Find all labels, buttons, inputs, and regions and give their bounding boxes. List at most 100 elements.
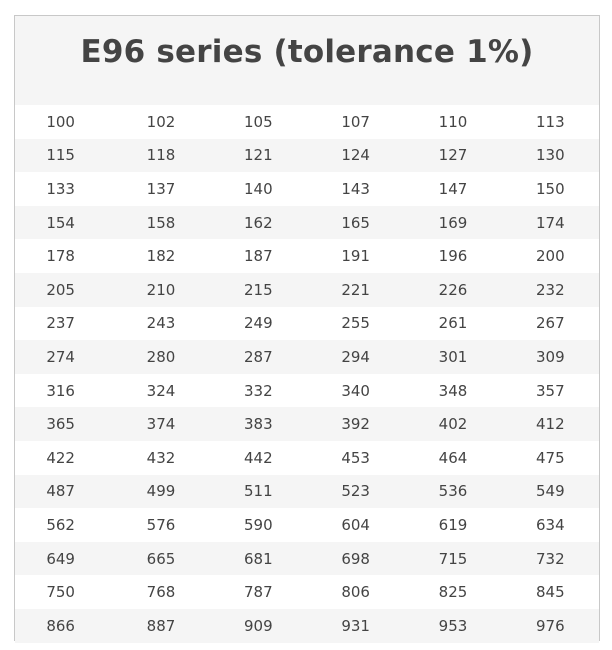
table-row: 154 158 162 165 169 174 bbox=[15, 205, 599, 240]
table-cell: 464 bbox=[438, 448, 468, 467]
table-cell: 348 bbox=[438, 381, 468, 400]
table-cell: 634 bbox=[536, 515, 565, 534]
table-cell: 332 bbox=[244, 381, 273, 400]
table-cell: 698 bbox=[306, 541, 405, 576]
table-cell: 143 bbox=[341, 179, 370, 198]
table-cell: 178 bbox=[46, 247, 75, 266]
table-row: 365 374 383 392 402 412 bbox=[15, 407, 599, 441]
table-cell: 280 bbox=[112, 340, 210, 374]
table-cell: 105 bbox=[244, 112, 273, 131]
table-cell: 931 bbox=[306, 608, 405, 643]
table-cell: 237 bbox=[46, 314, 75, 333]
table-cell: 536 bbox=[404, 474, 502, 509]
table-cell: 243 bbox=[146, 314, 176, 333]
table-cell: 200 bbox=[536, 247, 565, 266]
table-row: 178 182 187 191 196 200 bbox=[15, 239, 599, 273]
table-cell: 162 bbox=[209, 205, 307, 240]
table-cell: 604 bbox=[341, 515, 370, 534]
table-cell: 392 bbox=[306, 407, 405, 441]
table-cell: 453 bbox=[341, 448, 370, 467]
table-cell: 124 bbox=[306, 138, 405, 173]
table-cell: 147 bbox=[438, 179, 468, 198]
table-row: 562 576 590 604 619 634 bbox=[15, 508, 599, 542]
table-cell: 909 bbox=[209, 608, 307, 643]
table-cell: 232 bbox=[501, 272, 599, 307]
table-cell: 523 bbox=[306, 474, 405, 509]
table-cell: 137 bbox=[146, 179, 176, 198]
table-cell: 261 bbox=[438, 314, 468, 333]
table-cell: 249 bbox=[244, 314, 273, 333]
table-cell: 182 bbox=[146, 247, 176, 266]
table-cell: 100 bbox=[46, 112, 75, 131]
table-cell: 205 bbox=[15, 272, 113, 307]
table-cell: 487 bbox=[15, 474, 113, 509]
table-cell: 357 bbox=[536, 381, 565, 400]
table-cell: 499 bbox=[112, 474, 210, 509]
table-cell: 130 bbox=[501, 138, 599, 173]
table-cell: 845 bbox=[536, 583, 565, 602]
table-row: 100 102 105 107 110 113 bbox=[15, 105, 599, 139]
table-cell: 576 bbox=[146, 515, 176, 534]
table-cell: 187 bbox=[244, 247, 273, 266]
table-cell: 127 bbox=[404, 138, 502, 173]
table-cell: 365 bbox=[15, 407, 113, 441]
table-row: 487 499 511 523 536 549 bbox=[15, 474, 599, 509]
table-cell: 324 bbox=[146, 381, 176, 400]
table-cell: 422 bbox=[46, 448, 75, 467]
table-cell: 649 bbox=[15, 541, 113, 576]
table-cell: 133 bbox=[46, 179, 75, 198]
table-cell: 825 bbox=[438, 583, 468, 602]
table-cell: 511 bbox=[209, 474, 307, 509]
table-row: 274 280 287 294 301 309 bbox=[15, 340, 599, 374]
table-cell: 110 bbox=[438, 112, 468, 131]
table-cell: 121 bbox=[209, 138, 307, 173]
table-cell: 255 bbox=[341, 314, 370, 333]
table-cell: 140 bbox=[244, 179, 273, 198]
table-row: 237 243 249 255 261 267 bbox=[15, 307, 599, 341]
table-cell: 150 bbox=[536, 179, 565, 198]
table-cell: 118 bbox=[112, 138, 210, 173]
table-cell: 475 bbox=[536, 448, 565, 467]
table-cell: 976 bbox=[501, 608, 599, 643]
table-cell: 549 bbox=[501, 474, 599, 509]
table-cell: 806 bbox=[341, 583, 370, 602]
table-cell: 215 bbox=[209, 272, 307, 307]
table-cell: 715 bbox=[404, 541, 502, 576]
table-cell: 113 bbox=[536, 112, 565, 131]
title-bar: E96 series (tolerance 1%) bbox=[15, 16, 599, 105]
table-body: 100 102 105 107 110 113 115 118 121 124 127 130 133 1… bbox=[15, 105, 599, 643]
table-cell: 316 bbox=[46, 381, 75, 400]
table-cell: 274 bbox=[15, 340, 113, 374]
table-cell: 301 bbox=[404, 340, 502, 374]
table-cell: 226 bbox=[404, 272, 502, 307]
table-cell: 107 bbox=[341, 112, 370, 131]
table-row: 422 432 442 453 464 475 bbox=[15, 441, 599, 475]
table-cell: 665 bbox=[112, 541, 210, 576]
table-row: 133 137 140 143 147 150 bbox=[15, 172, 599, 206]
table-cell: 267 bbox=[536, 314, 565, 333]
table-row: 205 210 215 221 226 232 bbox=[15, 272, 599, 307]
table-cell: 154 bbox=[15, 205, 113, 240]
table-cell: 340 bbox=[341, 381, 370, 400]
table-row: 750 768 787 806 825 845 bbox=[15, 575, 599, 609]
table-cell: 681 bbox=[209, 541, 307, 576]
table-row: 316 324 332 340 348 357 bbox=[15, 374, 599, 408]
table-cell: 191 bbox=[341, 247, 370, 266]
table-cell: 115 bbox=[15, 138, 113, 173]
table-cell: 562 bbox=[46, 515, 75, 534]
table-cell: 165 bbox=[306, 205, 405, 240]
table-cell: 221 bbox=[306, 272, 405, 307]
table-cell: 619 bbox=[438, 515, 468, 534]
table-cell: 866 bbox=[15, 608, 113, 643]
table-cell: 768 bbox=[146, 583, 176, 602]
table-cell: 287 bbox=[209, 340, 307, 374]
table-cell: 210 bbox=[112, 272, 210, 307]
table-row: 866 887 909 931 953 976 bbox=[15, 608, 599, 643]
table-cell: 374 bbox=[112, 407, 210, 441]
table-cell: 442 bbox=[244, 448, 273, 467]
table-cell: 590 bbox=[244, 515, 273, 534]
table-title: E96 series (tolerance 1%) bbox=[80, 33, 534, 70]
table-row: 649 665 681 698 715 732 bbox=[15, 541, 599, 576]
table-cell: 887 bbox=[112, 608, 210, 643]
table-cell: 174 bbox=[501, 205, 599, 240]
